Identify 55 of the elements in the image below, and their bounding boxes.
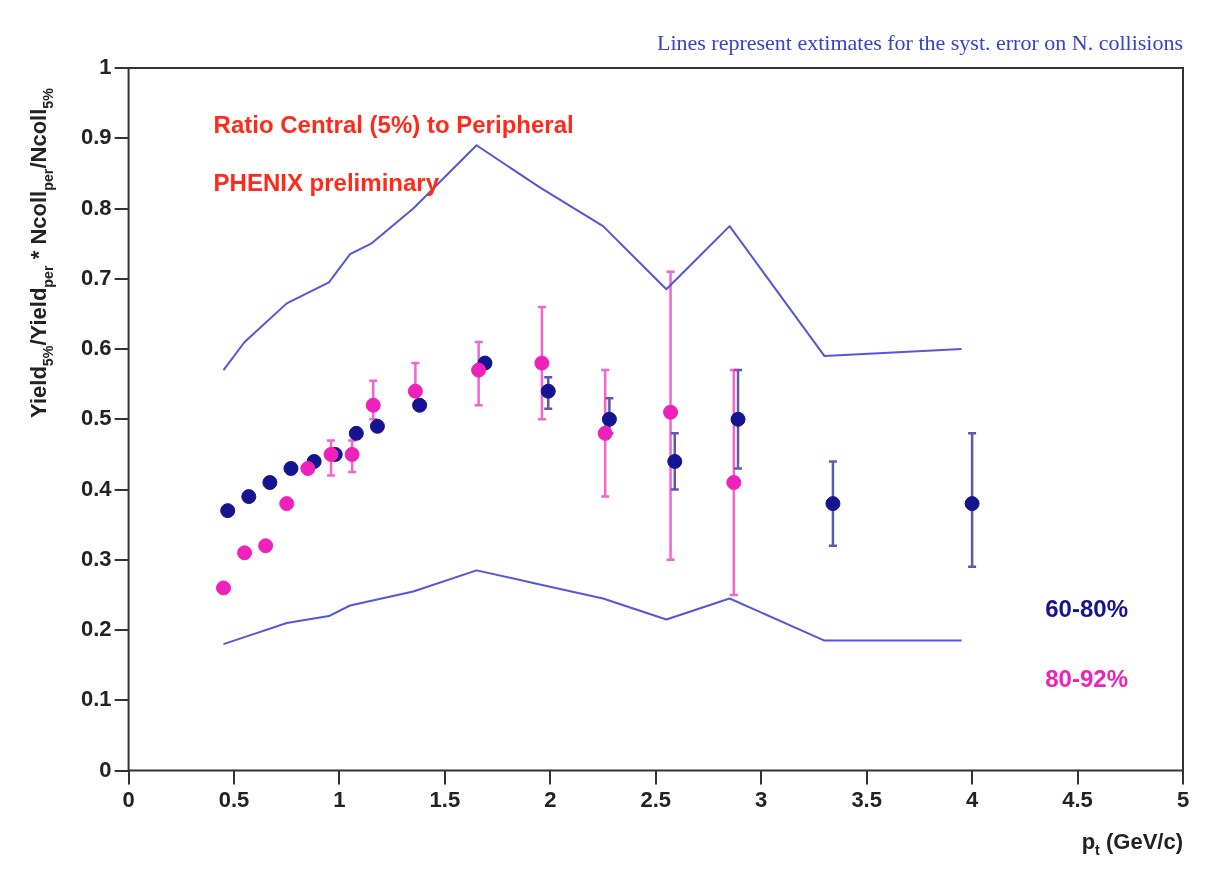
point [601,411,617,427]
point [241,489,257,505]
y-tick-label: 0.1 [80,686,112,712]
y-tick-label: 1 [99,54,112,80]
point [365,397,381,413]
point [323,446,339,462]
point [667,453,683,469]
y-tick-label: 0.9 [80,124,112,150]
annotation: Ratio Central (5%) to Peripheral [213,110,574,138]
x-tick-label: 4.5 [1062,786,1093,812]
point [534,355,550,371]
y-tick-label: 0.4 [80,475,113,501]
text: 60-80% [1045,595,1128,623]
x-tick-label: 1 [333,786,346,812]
point [407,383,423,399]
point [258,538,274,554]
point [300,460,316,476]
y-tick-label: 0.7 [80,264,112,290]
point [412,397,428,413]
y-tick-label: 0.2 [80,616,112,642]
point [283,460,299,476]
point [369,418,385,434]
point [964,496,980,512]
point [597,425,613,441]
point [237,545,253,561]
point [825,496,841,512]
point [471,362,487,378]
chart-title: Lines represent extimates for the syst. error on N. collisions [656,30,1183,55]
x-tick-label: 1.5 [429,786,461,812]
y-tick-label: 0.6 [80,335,112,361]
x-tick-label: 4 [965,786,979,812]
x-tick-label: 3.5 [851,786,882,812]
y-tick-label: 0 [99,756,112,782]
x-tick-label: 0.5 [218,786,250,812]
y-tick-label: 0.8 [80,194,112,220]
point [220,503,236,519]
x-tick-label: 2 [544,786,557,812]
annotation: PHENIX preliminary [213,168,440,196]
text: 80-92% [1045,665,1128,693]
y-axis-title: Yield5%/Yieldper * Ncollper/Ncoll5% [26,87,56,418]
point [663,404,679,420]
point [344,446,360,462]
x-tick-label: 3 [755,786,768,812]
x-tick-label: 0 [122,786,135,812]
y-tick-label: 0.3 [80,545,112,571]
point [730,411,746,427]
x-tick-label: 2.5 [640,786,672,812]
point [262,475,278,491]
y-tick-label: 0.5 [80,405,112,431]
point [215,580,231,596]
point [726,475,742,491]
point [348,425,364,441]
point [540,383,556,399]
x-tick-label: 5 [1176,786,1190,812]
point [279,496,295,512]
